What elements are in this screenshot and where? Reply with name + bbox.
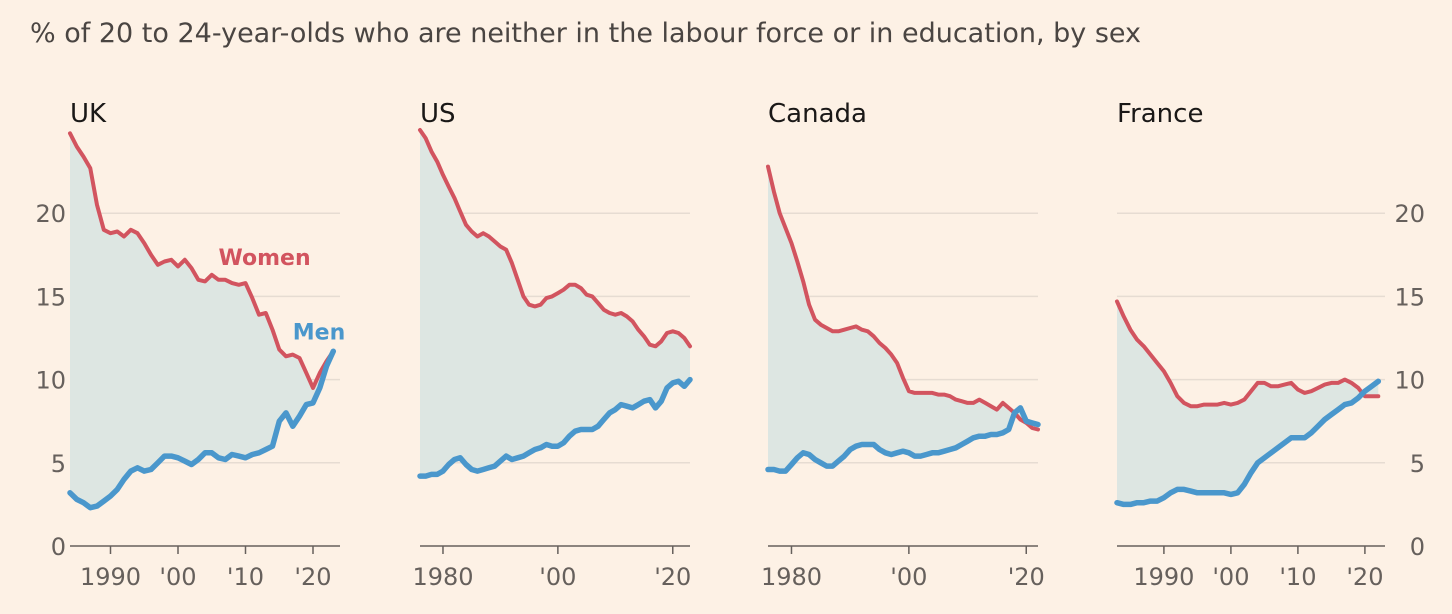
series-label-women: Women — [219, 246, 311, 271]
series-line-women — [766, 164, 1040, 432]
x-tick-label: '00 — [159, 563, 196, 591]
x-tick-label: '20 — [1346, 563, 1383, 591]
x-tick-label: '00 — [890, 563, 927, 591]
series-line-women — [418, 128, 692, 349]
gap-area — [70, 133, 334, 508]
x-tick-label: 1980 — [761, 563, 822, 591]
x-tick-label: '00 — [1212, 563, 1249, 591]
panel-title: UK — [70, 99, 107, 129]
gap-area — [1117, 301, 1379, 505]
gap-area — [768, 166, 1038, 472]
series-label-men: Men — [293, 321, 345, 346]
series-line-men — [417, 376, 693, 479]
series-line-women — [1115, 299, 1381, 409]
y-tick-label: 5 — [1410, 450, 1425, 478]
panel-title: France — [1117, 99, 1203, 129]
series-line-women — [68, 131, 336, 390]
y-tick-label: 5 — [51, 450, 66, 478]
x-tick-label: 1980 — [412, 563, 473, 591]
series-line-men — [765, 405, 1041, 474]
x-tick-label: '20 — [1008, 563, 1045, 591]
x-tick-label: '10 — [1279, 563, 1316, 591]
x-tick-label: '20 — [294, 563, 331, 591]
y-tick-label: 20 — [1394, 200, 1425, 228]
x-tick-label: '20 — [654, 563, 691, 591]
x-tick-label: 1990 — [1133, 563, 1194, 591]
y-tick-label: 0 — [51, 533, 66, 561]
y-tick-label: 10 — [35, 367, 66, 395]
y-tick-label: 20 — [35, 200, 66, 228]
series-line-men — [67, 348, 337, 511]
panel-france: 0 5 10 15 20 1990 '00 '10 '20 France — [1114, 99, 1425, 591]
panel-us: 1980 '00 '20 US — [412, 99, 693, 591]
x-tick-label: '10 — [227, 563, 264, 591]
series-line-men — [1114, 378, 1382, 508]
y-tick-label: 10 — [1394, 367, 1425, 395]
y-tick-label: 15 — [1394, 283, 1425, 311]
panel-title: Canada — [768, 99, 867, 129]
gap-area — [420, 130, 690, 477]
y-tick-label: 0 — [1410, 533, 1425, 561]
panel-canada: 1980 '00 '20 Canada — [761, 99, 1045, 591]
panel-title: US — [420, 99, 456, 129]
x-tick-label: '00 — [539, 563, 576, 591]
x-tick-label: 1990 — [80, 563, 141, 591]
panel-uk: 0 5 10 15 20 1990 '00 '10 '20 UK Women Men — [35, 99, 345, 591]
y-tick-label: 15 — [35, 283, 66, 311]
chart-subtitle: % of 20 to 24-year-olds who are neither … — [30, 18, 1141, 49]
